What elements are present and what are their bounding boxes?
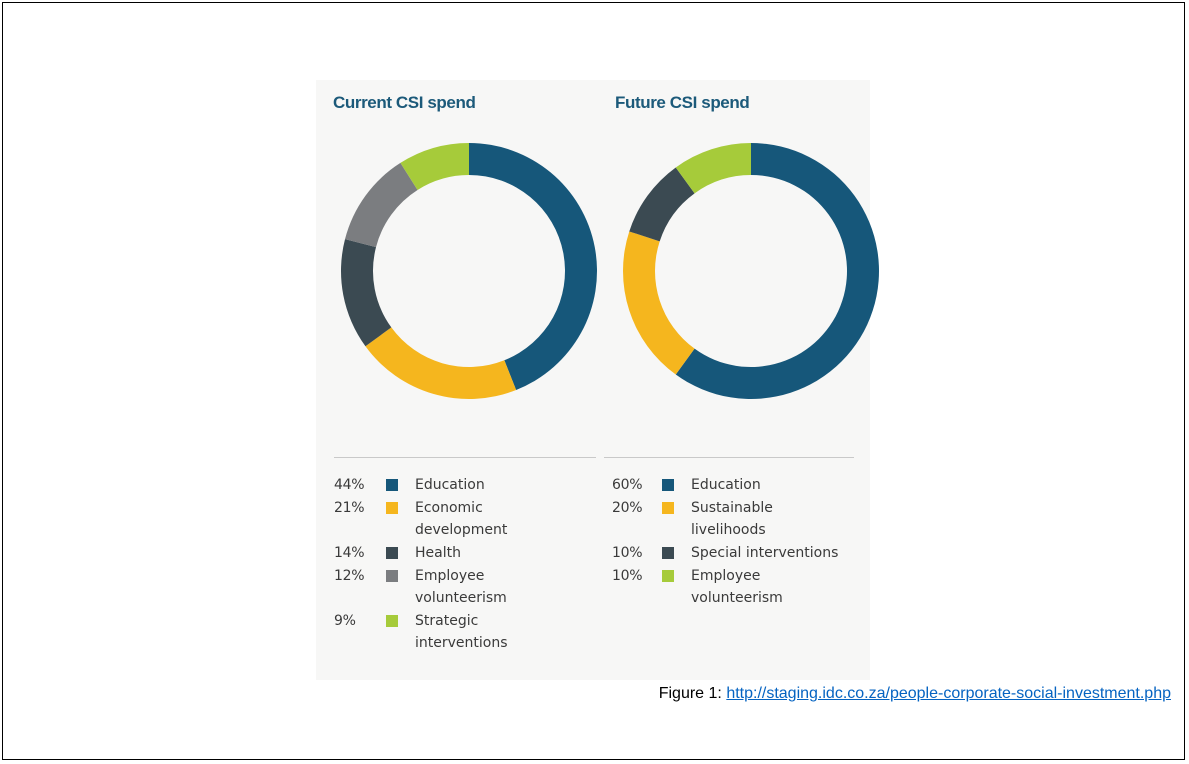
legend-item-education: 44% Education: [334, 474, 604, 496]
legend-item-education: 60% Education: [612, 474, 862, 496]
legend-item-employee-volunteerism: 12% Employee volunteerism: [334, 565, 604, 609]
donut-slice-employee-volunteerism: [345, 162, 418, 248]
legend-percent: 12%: [334, 568, 365, 584]
legend-percent: 9%: [334, 613, 356, 629]
legend-label: Sustainable livelihoods: [691, 500, 773, 538]
donut-chart-current: [341, 143, 597, 399]
legend-percent: 10%: [612, 545, 643, 561]
legend-label: Education: [415, 477, 485, 493]
legend-percent: 20%: [612, 500, 643, 516]
legend-percent: 21%: [334, 500, 365, 516]
donut-slice-education: [469, 143, 597, 391]
legend-item-employee-volunteerism: 10% Employee volunteerism: [612, 565, 862, 609]
chart-title-future: Future CSI spend: [615, 93, 750, 112]
legend-swatch: [386, 615, 398, 627]
legend-divider-future: [604, 457, 854, 458]
legend-swatch: [386, 547, 398, 559]
legend-current: 44% Education 21% Economic development 14% He…: [334, 474, 604, 655]
legend-label: Health: [415, 545, 461, 561]
legend-swatch: [386, 502, 398, 514]
legend-label: Employee volunteerism: [691, 568, 783, 606]
chart-title-current: Current CSI spend: [333, 93, 476, 112]
legend-label: Employee volunteerism: [415, 568, 507, 606]
legend-swatch: [386, 570, 398, 582]
legend-label: Economic development: [415, 500, 508, 538]
legend-label: Education: [691, 477, 761, 493]
legend-future: 60% Education 20% Sustainable livelihoods 10…: [612, 474, 862, 610]
legend-swatch: [662, 570, 674, 582]
legend-item-sustainable-livelihoods: 20% Sustainable livelihoods: [612, 497, 862, 541]
donut-slice-education: [675, 143, 879, 400]
caption-prefix: Figure 1:: [658, 685, 727, 702]
caption-link[interactable]: http://staging.idc.co.za/people-corporat…: [726, 685, 1171, 702]
donut-slice-special-interventions: [629, 167, 695, 242]
legend-item-health: 14% Health: [334, 542, 604, 564]
figure-caption: Figure 1: http://staging.idc.co.za/peopl…: [659, 685, 1171, 703]
legend-item-economic-development: 21% Economic development: [334, 497, 604, 541]
legend-label: Special interventions: [691, 545, 839, 561]
legend-swatch: [386, 479, 398, 491]
legend-item-special-interventions: 10% Special interventions: [612, 542, 862, 564]
donut-slice-employee-volunteerism: [675, 143, 751, 194]
legend-swatch: [662, 479, 674, 491]
legend-swatch: [662, 502, 674, 514]
donut-slice-sustainable-livelihoods: [623, 231, 695, 375]
donut-slice-economic-development: [365, 327, 517, 399]
legend-label: Strategic interventions: [415, 613, 508, 651]
donut-slice-strategic-interventions: [400, 143, 469, 190]
legend-item-strategic-interventions: 9% Strategic interventions: [334, 610, 604, 654]
donut-chart-future: [623, 143, 879, 400]
legend-swatch: [662, 547, 674, 559]
legend-percent: 14%: [334, 545, 365, 561]
donut-slice-health: [341, 239, 392, 347]
legend-percent: 10%: [612, 568, 643, 584]
legend-percent: 60%: [612, 477, 643, 493]
legend-divider-current: [334, 457, 596, 458]
legend-percent: 44%: [334, 477, 365, 493]
